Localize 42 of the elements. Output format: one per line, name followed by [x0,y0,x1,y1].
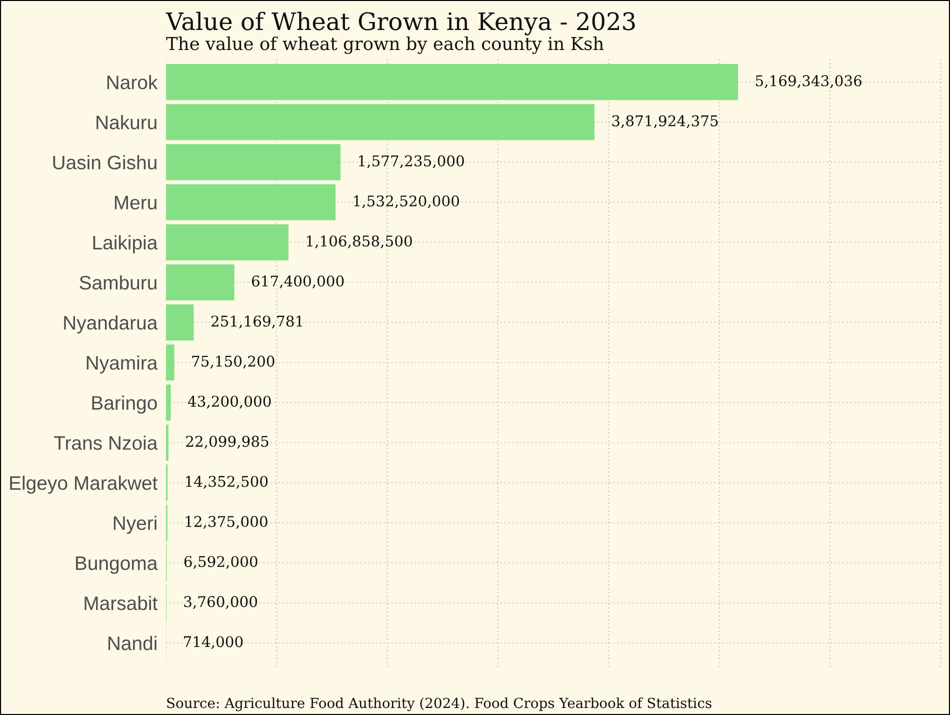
bar [166,304,194,340]
y-tick-label: Baringo [92,396,157,414]
y-tick-label: Narok [107,74,158,90]
bar [166,384,171,421]
data-label: 5,169,343,036 [756,75,862,88]
bar [166,344,174,381]
data-label: 14,352,500 [186,476,268,489]
data-label: 1,106,858,500 [306,235,412,248]
y-tick-label: Nyeri [114,516,156,534]
data-label: 1,532,520,000 [354,195,459,208]
chart-subtitle: The value of wheat grown by each county in Ksh [166,36,604,54]
bar [166,264,234,300]
y-tick-label: Meru [114,196,156,210]
data-label: 714,000 [184,636,243,650]
bar [166,64,738,100]
y-tick-label: Marsabit [84,596,158,610]
y-tick-label: Bungoma [76,556,158,574]
y-tick-label: Nakuru [96,115,156,130]
y-tick-label: Nyandarua [64,315,158,334]
source-note: Source: Agriculture Food Authority (2024). Food Crops Yearbook of Statistics [167,697,712,712]
data-label: 1,577,235,000 [359,155,464,168]
bar [166,224,288,260]
data-label: 251,169,781 [211,316,302,329]
data-label: 43,200,000 [188,396,271,409]
y-tick-label: Laikipia [93,235,158,254]
data-label: 6,592,000 [184,556,258,569]
y-tick-label: Elgeyo Marakwet [10,476,158,494]
data-label: 22,099,985 [186,436,268,449]
data-label: 3,871,924,375 [612,115,718,128]
data-label: 617,400,000 [252,276,344,288]
y-tick-label: Trans Nzoia [54,436,158,450]
data-label: 12,375,000 [186,516,268,529]
data-label: 3,760,000 [184,596,258,609]
y-tick-label: Samburu [80,275,156,290]
bar [166,104,594,140]
y-tick-label: Uasin Gishu [53,155,156,170]
data-label: 75,150,200 [192,356,274,369]
bar [166,144,341,180]
y-tick-label: Nyamira [86,355,158,374]
y-tick-label: Nandi [108,636,156,650]
bar [166,184,336,220]
chart-title: Value of Wheat Grown in Kenya - 2023 [166,12,635,36]
